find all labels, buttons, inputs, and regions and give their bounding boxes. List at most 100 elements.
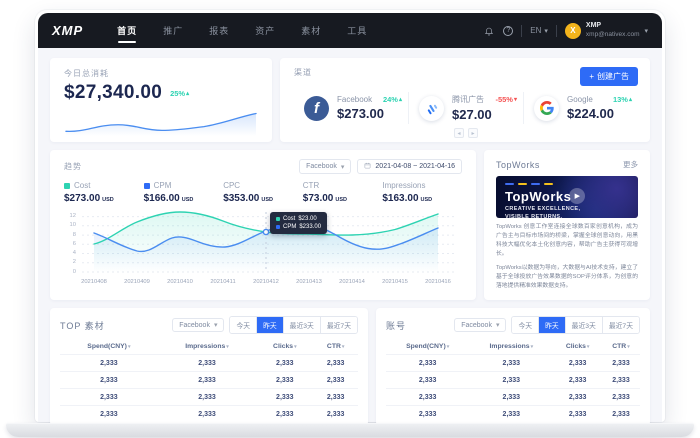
- arrow-up-icon: ▴: [186, 90, 190, 97]
- table-cell: 2,333: [601, 405, 640, 422]
- topworks-more-link[interactable]: 更多: [623, 160, 638, 169]
- y-axis-label: 2: [72, 259, 76, 266]
- table-cell: 2,333: [601, 354, 640, 372]
- cpm-dot: [276, 225, 280, 229]
- date-range-picker[interactable]: 2021-04-08 ~ 2021-04-16: [357, 159, 462, 174]
- channel-value: $273.00: [337, 106, 384, 121]
- y-axis-label: 12: [69, 213, 76, 220]
- range-3days-button[interactable]: 最近3天: [282, 317, 320, 333]
- banner-brand: TopWorks: [505, 188, 572, 204]
- channel-pager: ◂ ▸: [294, 128, 638, 138]
- col-clicks[interactable]: Clicks▾: [273, 343, 297, 350]
- y-axis-label: 0: [72, 268, 76, 275]
- nav-item-promotion[interactable]: 推广: [163, 26, 184, 36]
- table-row[interactable]: 2,333 2,333 2,333 2,333: [60, 371, 358, 389]
- table-body: 2,333 2,333 2,333 2,333 2,333 2,333 2,333 2,333…: [60, 354, 358, 422]
- top-creatives-table: Spend(CNY)▾ Impressions▾ Clicks▾ CTR▾ 2,…: [60, 340, 358, 422]
- col-spend[interactable]: Spend(CNY)▾: [406, 343, 450, 350]
- channel-tencent-ads[interactable]: 腾讯广告 -55% ▾ $27.00: [408, 92, 523, 124]
- metric-impressions[interactable]: Impressions $163.00 USD: [382, 181, 433, 204]
- creatives-channel-select[interactable]: Facebook ▾: [172, 318, 225, 332]
- table-row[interactable]: 2,333 2,333 2,333 2,333: [386, 388, 640, 406]
- metric-ctr[interactable]: CTR $73.00 USD: [302, 181, 347, 204]
- table-cell: 2,333: [157, 405, 257, 422]
- next-page-button[interactable]: ▸: [468, 128, 478, 138]
- table-row[interactable]: 2,333 2,333 2,333 2,333: [386, 354, 640, 372]
- chart-tooltip: Cost $23.00 CPM $233.00: [270, 212, 328, 234]
- nav-item-assets[interactable]: 资产: [255, 26, 276, 36]
- arrow-down-icon: ▾: [513, 97, 517, 103]
- sort-icon: ▾: [530, 344, 534, 350]
- range-3days-button[interactable]: 最近3天: [564, 317, 602, 333]
- table-row[interactable]: 2,333 2,333 2,333 2,333: [60, 405, 358, 422]
- table-cell: 2,333: [386, 388, 470, 406]
- range-7days-button[interactable]: 最近7天: [601, 317, 639, 333]
- prev-page-button[interactable]: ◂: [454, 128, 464, 138]
- col-impressions[interactable]: Impressions▾: [489, 343, 534, 350]
- channel-name: 腾讯广告: [452, 95, 484, 104]
- chevron-down-icon: ▾: [340, 163, 345, 171]
- table-cell: 2,333: [256, 354, 314, 372]
- range-7days-button[interactable]: 最近7天: [319, 317, 357, 333]
- tooltip-row-cost: Cost $23.00: [276, 216, 321, 222]
- col-ctr[interactable]: CTR▾: [326, 343, 345, 350]
- nav-item-creatives[interactable]: 素材: [301, 26, 322, 36]
- table-cell: 2,333: [313, 354, 358, 372]
- range-today-button[interactable]: 今天: [512, 317, 539, 333]
- y-axis-label: 10: [69, 222, 76, 229]
- table-row[interactable]: 2,333 2,333 2,333 2,333: [60, 388, 358, 406]
- table-row[interactable]: 2,333 2,333 2,333 2,333: [386, 371, 640, 389]
- channel-name: Facebook: [337, 95, 373, 104]
- nav-item-tools[interactable]: 工具: [347, 26, 368, 36]
- play-icon[interactable]: ▶: [569, 188, 586, 204]
- create-ad-button[interactable]: + 创建广告: [580, 67, 638, 86]
- channel-list: f Facebook 24% ▴ $273.00: [294, 92, 638, 124]
- range-yesterday-button[interactable]: 昨天: [256, 317, 283, 333]
- table-cell: 2,333: [553, 388, 602, 406]
- table-cell: 2,333: [60, 388, 158, 406]
- avatar: X: [564, 22, 581, 39]
- topworks-video-banner[interactable]: TopWorks ▶ CREATIVE EXCELLENCE, VISIBLE …: [496, 176, 638, 218]
- table-row[interactable]: 2,333 2,333 2,333 2,333: [386, 405, 640, 422]
- col-ctr[interactable]: CTR▾: [612, 343, 630, 350]
- col-clicks[interactable]: Clicks▾: [565, 343, 590, 350]
- help-icon[interactable]: ?: [503, 25, 514, 36]
- bell-icon[interactable]: [483, 25, 495, 37]
- x-axis-label: 20210412: [253, 279, 279, 285]
- today-spend-card: 今日总消耗 $27,340.00 25% ▴: [50, 58, 272, 142]
- facebook-icon: f: [304, 95, 329, 121]
- user-email: xmp@nativex.com: [585, 30, 640, 38]
- sort-icon: ▾: [341, 344, 345, 350]
- table-row[interactable]: 2,333 2,333 2,333 2,333: [60, 354, 358, 372]
- chevron-down-icon: ▾: [213, 322, 218, 329]
- col-impressions[interactable]: Impressions▾: [185, 343, 229, 350]
- language-label: EN: [530, 26, 542, 35]
- table-cell: 2,333: [60, 371, 158, 389]
- divider: [555, 24, 557, 37]
- range-today-button[interactable]: 今天: [230, 317, 257, 333]
- sort-icon: ▾: [294, 344, 297, 350]
- metric-cost[interactable]: Cost $273.00 USD: [64, 181, 114, 204]
- col-spend[interactable]: Spend(CNY)▾: [87, 343, 131, 350]
- banner-dashes: [505, 183, 629, 185]
- channel-google[interactable]: Google 13% ▴ $224.00: [523, 92, 638, 124]
- user-menu[interactable]: X XMP xmp@nativex.com ▾: [564, 22, 648, 39]
- language-selector[interactable]: EN ▾: [530, 26, 548, 35]
- nav-item-reports[interactable]: 报表: [209, 26, 230, 36]
- top-navbar: XMP 首页 推广 报表 资产 素材 工具 ? EN ▾: [38, 13, 662, 48]
- accounts-table: Spend(CNY)▾ Impressions▾ Clicks▾ CTR▾ 2,…: [386, 340, 640, 422]
- trend-channel-select[interactable]: Facebook ▾: [299, 159, 352, 174]
- nav-item-home[interactable]: 首页: [117, 13, 137, 48]
- trend-chart[interactable]: 0 2 4 6 8 10 12: [64, 208, 462, 278]
- accounts-channel-select[interactable]: Facebook ▾: [454, 318, 507, 332]
- metric-cpc[interactable]: CPC $353.00 USD: [223, 181, 273, 204]
- table-cell: 2,333: [60, 405, 158, 422]
- divider: [521, 24, 523, 37]
- x-axis-label: 20210411: [210, 279, 236, 285]
- channel-facebook[interactable]: f Facebook 24% ▴ $273.00: [294, 92, 408, 124]
- laptop-screen: XMP 首页 推广 报表 资产 素材 工具 ? EN ▾: [35, 10, 665, 426]
- navbar-right: ? EN ▾ X XMP xmp@nativex.com ▾: [483, 22, 648, 39]
- range-yesterday-button[interactable]: 昨天: [538, 317, 565, 333]
- tencent-ads-icon: [419, 95, 444, 121]
- metric-cpm[interactable]: CPM $166.00 USD: [143, 181, 194, 204]
